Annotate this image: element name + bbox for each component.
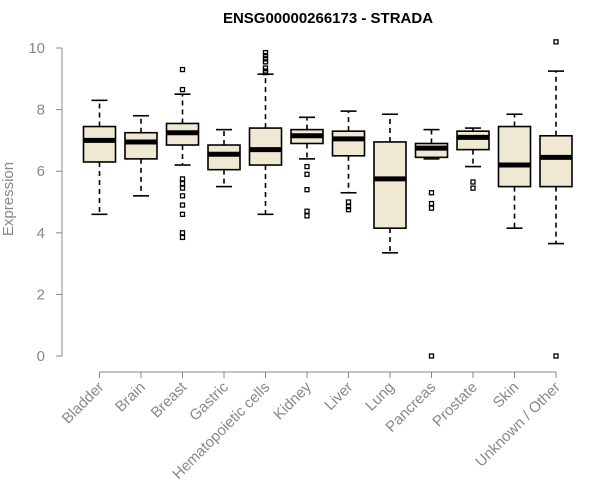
iqr-box <box>82 125 117 163</box>
x-tick-label: Lung <box>362 379 398 415</box>
x-tick-label: Kidney <box>270 378 315 423</box>
chart-title: ENSG00000266173 - STRADA <box>223 10 433 27</box>
outlier-point <box>304 187 310 193</box>
box-pancreas <box>414 128 449 359</box>
outlier-point <box>179 66 186 73</box>
box-skin <box>497 113 532 229</box>
outlier-point <box>470 179 476 185</box>
x-tick-label: Liver <box>321 379 356 414</box>
outlier-point <box>428 205 435 211</box>
outlier-point <box>262 53 269 59</box>
outlier-point <box>304 171 310 177</box>
outlier-point <box>179 234 186 241</box>
outlier-point <box>179 211 186 217</box>
box-hematopoietic-cells <box>248 49 283 216</box>
box-gastric <box>207 128 241 188</box>
iqr-box <box>207 144 241 171</box>
box-lung <box>373 113 407 254</box>
y-tick-label: 10 <box>28 40 45 57</box>
outlier-point <box>428 353 435 359</box>
box-kidney <box>290 116 324 219</box>
box-bladder <box>82 99 117 216</box>
iqr-box <box>373 141 407 229</box>
y-tick-label: 8 <box>37 102 45 119</box>
outlier-point <box>179 193 186 199</box>
y-tick-label: 2 <box>37 286 45 303</box>
x-tick-label: Brain <box>112 379 149 416</box>
outlier-point <box>179 176 186 182</box>
outlier-point <box>179 202 186 208</box>
box-unknown-other <box>539 39 573 359</box>
outlier-point <box>179 185 186 191</box>
x-tick-label: Prostate <box>429 379 481 431</box>
outlier-point <box>553 39 559 45</box>
iqr-box <box>124 131 158 160</box>
y-tick-label: 6 <box>37 163 45 180</box>
outlier-point <box>179 180 186 187</box>
outlier-point <box>470 185 476 191</box>
outlier-point <box>345 207 352 213</box>
outlier-point <box>304 208 310 214</box>
x-tick-label: Bladder <box>59 379 108 428</box>
x-tick-label: Breast <box>148 378 191 421</box>
y-tick-label: 4 <box>37 225 45 242</box>
outlier-point <box>262 49 269 56</box>
outlier-point <box>428 190 435 196</box>
y-tick-label: 0 <box>37 348 45 365</box>
iqr-box <box>456 130 490 151</box>
box-brain <box>124 114 158 197</box>
x-tick-label: Skin <box>490 379 523 412</box>
iqr-box <box>331 130 366 157</box>
outlier-point <box>262 69 269 76</box>
boxes-group <box>82 39 573 359</box>
outlier-point <box>345 203 352 210</box>
box-breast <box>165 66 200 241</box>
outlier-point <box>179 230 186 236</box>
iqr-box <box>497 125 532 188</box>
outlier-point <box>304 163 310 170</box>
outlier-point <box>262 56 269 62</box>
iqr-box <box>248 127 283 166</box>
outlier-point <box>345 199 352 205</box>
outlier-point <box>304 213 310 219</box>
y-axis: 0 2 4 6 8 10 <box>28 40 63 365</box>
outlier-point <box>262 59 269 65</box>
box-prostate <box>456 127 490 191</box>
box-liver <box>331 110 366 213</box>
iqr-box <box>539 134 573 188</box>
y-axis-label: Expression <box>0 162 17 236</box>
outlier-point <box>179 86 186 93</box>
outlier-point <box>428 200 435 207</box>
outlier-point <box>553 353 559 359</box>
